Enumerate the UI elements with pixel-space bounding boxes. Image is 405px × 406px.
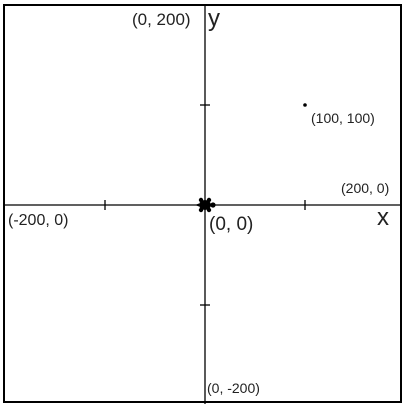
axis-ticks [104, 104, 306, 306]
turtle-icon [195, 197, 216, 213]
plane-frame [3, 4, 402, 403]
bottom-label: (0, -200) [207, 380, 260, 396]
point-label: (100, 100) [311, 110, 375, 126]
top-label: (0, 200) [132, 10, 191, 29]
x-axis-label: x [377, 204, 389, 231]
right-label: (200, 0) [341, 180, 389, 196]
origin-label: (0, 0) [209, 214, 253, 235]
plotted-point [303, 103, 307, 107]
y-axis-label: y [208, 5, 220, 32]
left-label: (-200, 0) [8, 212, 68, 229]
